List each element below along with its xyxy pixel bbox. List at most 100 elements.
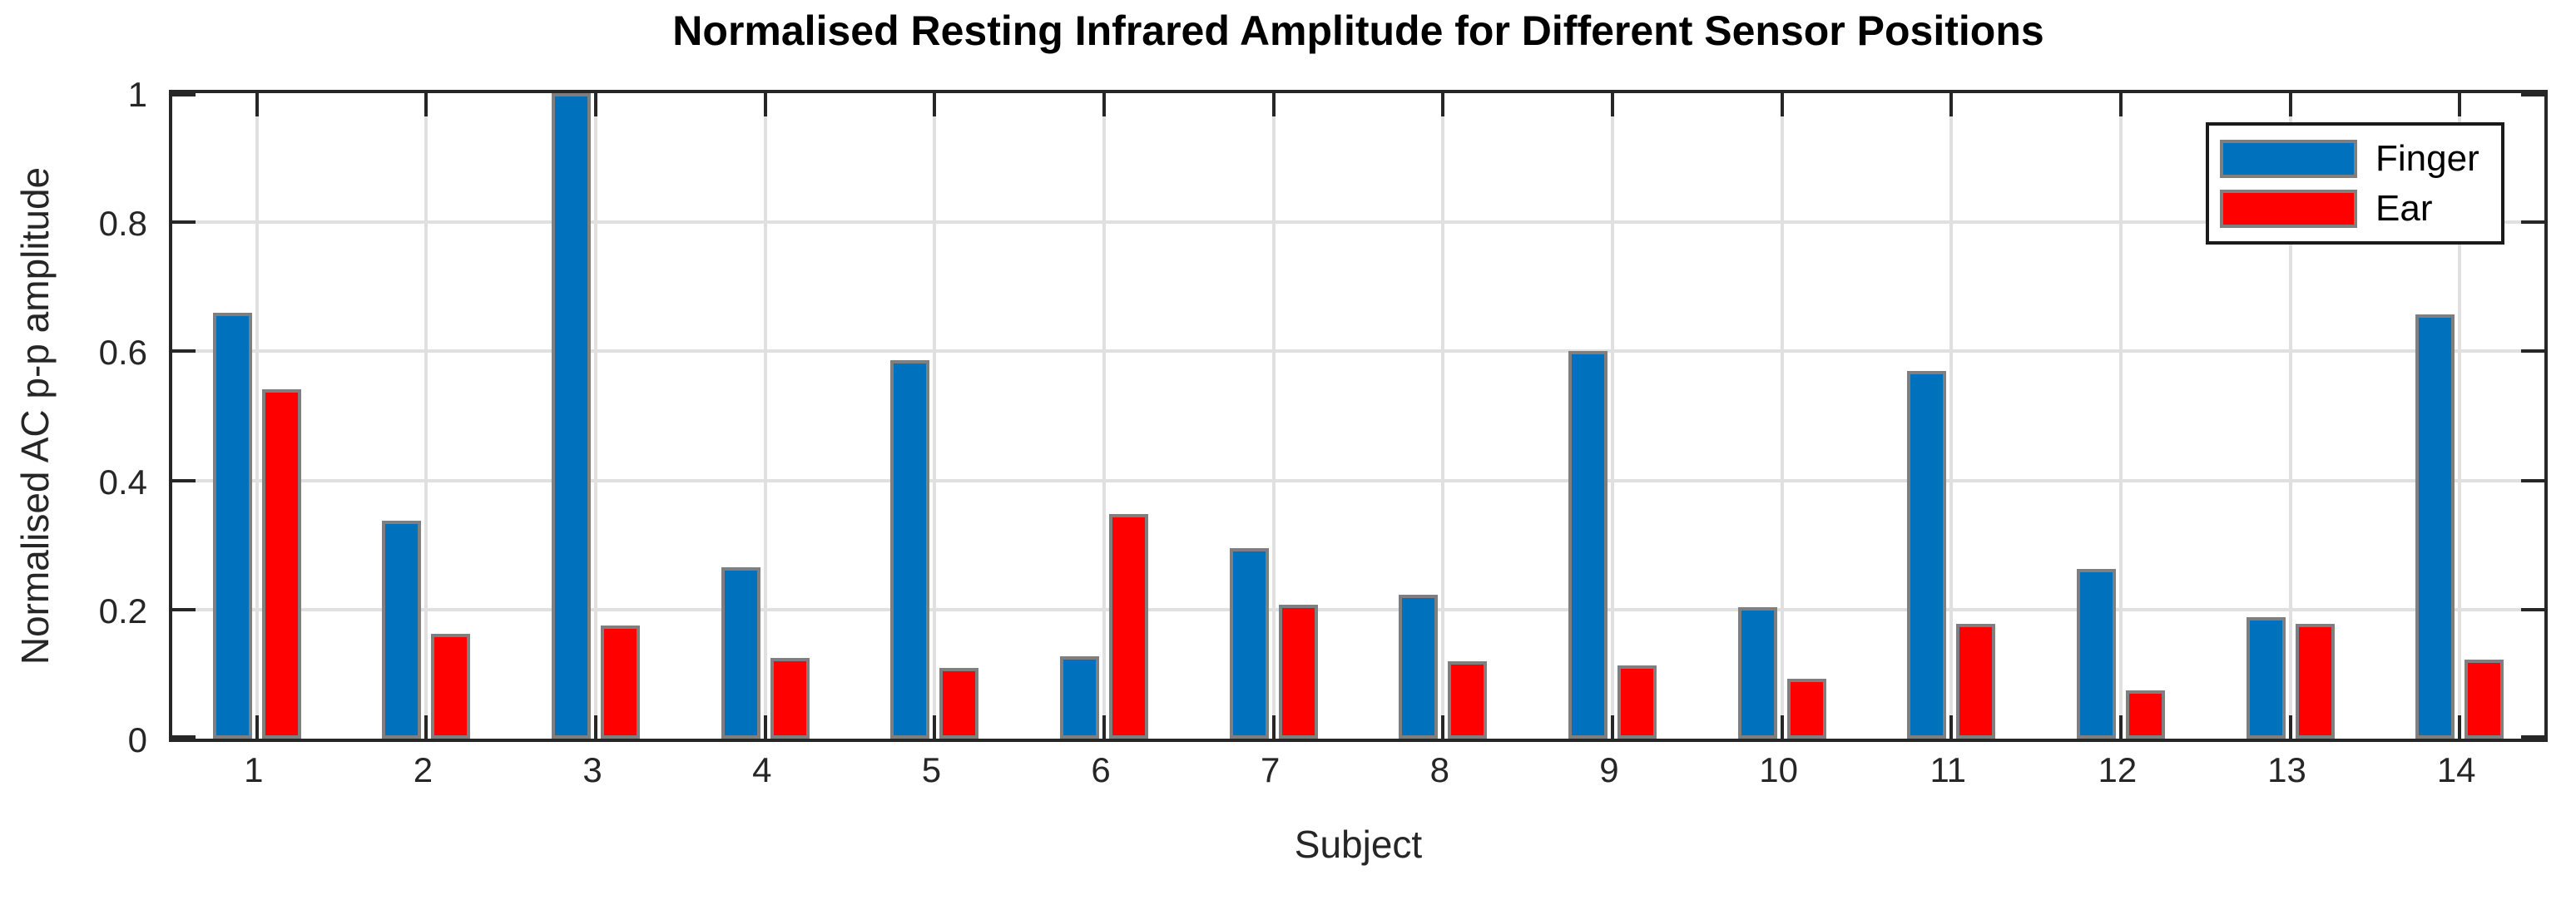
x-tick-bottom-subject-13 bbox=[2288, 715, 2292, 739]
bar-finger-subject-2 bbox=[382, 521, 422, 739]
bar-ear-subject-11 bbox=[1956, 624, 1996, 739]
x-tick-bottom-subject-2 bbox=[424, 715, 429, 739]
legend-label-ear: Ear bbox=[2375, 187, 2433, 229]
y-tick-left-0.2 bbox=[172, 607, 196, 611]
y-axis-tick-labels: 0 0.2 0.4 0.6 0.8 1 bbox=[0, 77, 158, 759]
bar-ear-subject-7 bbox=[1278, 605, 1318, 739]
legend-entry-ear: Ear bbox=[2220, 187, 2501, 229]
x-tick-label-subject-12: 12 bbox=[2098, 750, 2138, 789]
legend-swatch-ear bbox=[2220, 189, 2357, 228]
x-tick-top-subject-4 bbox=[763, 93, 767, 116]
y-tick-left-0.6 bbox=[172, 349, 196, 354]
h-gridline-0.4 bbox=[172, 478, 2544, 482]
legend-swatch-finger bbox=[2220, 139, 2357, 178]
x-tick-label-subject-2: 2 bbox=[413, 750, 433, 789]
x-tick-label-subject-4: 4 bbox=[752, 750, 772, 789]
bar-finger-subject-6 bbox=[1060, 656, 1100, 739]
x-tick-bottom-subject-11 bbox=[1949, 715, 1954, 739]
x-tick-bottom-subject-4 bbox=[763, 715, 767, 739]
v-gridline-subject-9 bbox=[1610, 93, 1614, 739]
y-tick-left-0.4 bbox=[172, 478, 196, 482]
x-tick-top-subject-12 bbox=[2118, 93, 2123, 116]
v-gridline-subject-1 bbox=[255, 93, 259, 739]
x-tick-label-subject-9: 9 bbox=[1599, 750, 1619, 789]
y-tick-left-1 bbox=[172, 93, 196, 96]
x-tick-bottom-subject-10 bbox=[1780, 715, 1784, 739]
x-tick-label-subject-13: 13 bbox=[2267, 750, 2306, 789]
y-tick-label-0: 0 bbox=[127, 720, 147, 759]
bar-ear-subject-14 bbox=[2465, 660, 2504, 739]
x-tick-top-subject-13 bbox=[2288, 93, 2292, 116]
x-tick-top-subject-9 bbox=[1610, 93, 1614, 116]
x-tick-top-subject-1 bbox=[255, 93, 259, 116]
h-gridline-0.6 bbox=[172, 349, 2544, 354]
bar-finger-subject-7 bbox=[1229, 548, 1269, 739]
bar-ear-subject-1 bbox=[261, 389, 301, 739]
v-gridline-subject-12 bbox=[2118, 93, 2123, 739]
x-tick-label-subject-6: 6 bbox=[1091, 750, 1111, 789]
x-tick-bottom-subject-14 bbox=[2458, 715, 2462, 739]
x-tick-label-subject-1: 1 bbox=[244, 750, 264, 789]
v-gridline-subject-11 bbox=[1949, 93, 1954, 739]
bar-finger-subject-4 bbox=[721, 567, 760, 739]
plot-area: Finger Ear bbox=[169, 90, 2548, 742]
y-tick-label-0.2: 0.2 bbox=[98, 591, 147, 631]
v-gridline-subject-10 bbox=[1780, 93, 1784, 739]
x-tick-label-subject-11: 11 bbox=[1930, 750, 1967, 789]
y-tick-label-0.8: 0.8 bbox=[98, 204, 147, 244]
bar-finger-subject-8 bbox=[1399, 595, 1439, 739]
x-tick-label-subject-8: 8 bbox=[1429, 750, 1449, 789]
y-tick-right-0.8 bbox=[2521, 220, 2544, 225]
x-tick-top-subject-5 bbox=[933, 93, 937, 116]
y-tick-label-1: 1 bbox=[127, 75, 147, 114]
x-tick-top-subject-2 bbox=[424, 93, 429, 116]
x-tick-bottom-subject-5 bbox=[933, 715, 937, 739]
bar-ear-subject-8 bbox=[1448, 661, 1488, 739]
y-tick-left-0 bbox=[172, 735, 196, 739]
v-gridline-subject-6 bbox=[1102, 93, 1107, 739]
legend-entry-finger: Finger bbox=[2220, 139, 2501, 178]
legend: Finger Ear bbox=[2206, 122, 2504, 245]
v-gridline-subject-2 bbox=[424, 93, 429, 739]
x-axis-tick-labels: 1 2 3 4 5 6 7 8 9 10 11 12 13 14 bbox=[169, 752, 2548, 802]
x-tick-bottom-subject-6 bbox=[1102, 715, 1107, 739]
x-tick-label-subject-7: 7 bbox=[1260, 750, 1281, 789]
h-gridline-0.8 bbox=[172, 220, 2544, 225]
bar-finger-subject-10 bbox=[1737, 607, 1777, 739]
bar-ear-subject-6 bbox=[1109, 514, 1149, 739]
v-gridline-subject-5 bbox=[933, 93, 937, 739]
bar-ear-subject-4 bbox=[770, 658, 810, 739]
x-tick-top-subject-8 bbox=[1441, 93, 1445, 116]
x-tick-bottom-subject-7 bbox=[1271, 715, 1276, 739]
y-tick-right-0.4 bbox=[2521, 478, 2544, 482]
bar-finger-subject-5 bbox=[890, 360, 930, 739]
bar-ear-subject-2 bbox=[431, 634, 471, 739]
y-tick-label-0.4: 0.4 bbox=[98, 462, 147, 502]
x-tick-top-subject-11 bbox=[1949, 93, 1954, 116]
x-tick-top-subject-14 bbox=[2458, 93, 2462, 116]
bar-ear-subject-10 bbox=[1786, 679, 1826, 739]
bar-finger-subject-3 bbox=[552, 93, 592, 739]
x-tick-top-subject-6 bbox=[1102, 93, 1107, 116]
x-tick-label-subject-5: 5 bbox=[921, 750, 942, 789]
h-gridline-0.2 bbox=[172, 607, 2544, 611]
y-tick-right-1 bbox=[2521, 93, 2544, 96]
bar-finger-subject-12 bbox=[2076, 569, 2116, 739]
bar-ear-subject-5 bbox=[939, 668, 979, 739]
y-tick-right-0 bbox=[2521, 735, 2544, 739]
bar-ear-subject-3 bbox=[601, 626, 641, 739]
x-tick-top-subject-7 bbox=[1271, 93, 1276, 116]
x-tick-bottom-subject-12 bbox=[2118, 715, 2123, 739]
v-gridline-subject-8 bbox=[1441, 93, 1445, 739]
v-gridline-subject-7 bbox=[1271, 93, 1276, 739]
x-tick-label-subject-14: 14 bbox=[2436, 750, 2476, 789]
chart-title: Normalised Resting Infrared Amplitude fo… bbox=[672, 7, 2044, 54]
x-axis-label: Subject bbox=[1294, 823, 1423, 866]
bar-finger-subject-1 bbox=[212, 313, 252, 739]
x-tick-label-subject-3: 3 bbox=[582, 750, 602, 789]
v-gridline-subject-13 bbox=[2288, 93, 2292, 739]
v-gridline-subject-4 bbox=[763, 93, 767, 739]
x-tick-top-subject-3 bbox=[594, 93, 598, 116]
v-gridline-subject-14 bbox=[2458, 93, 2462, 739]
